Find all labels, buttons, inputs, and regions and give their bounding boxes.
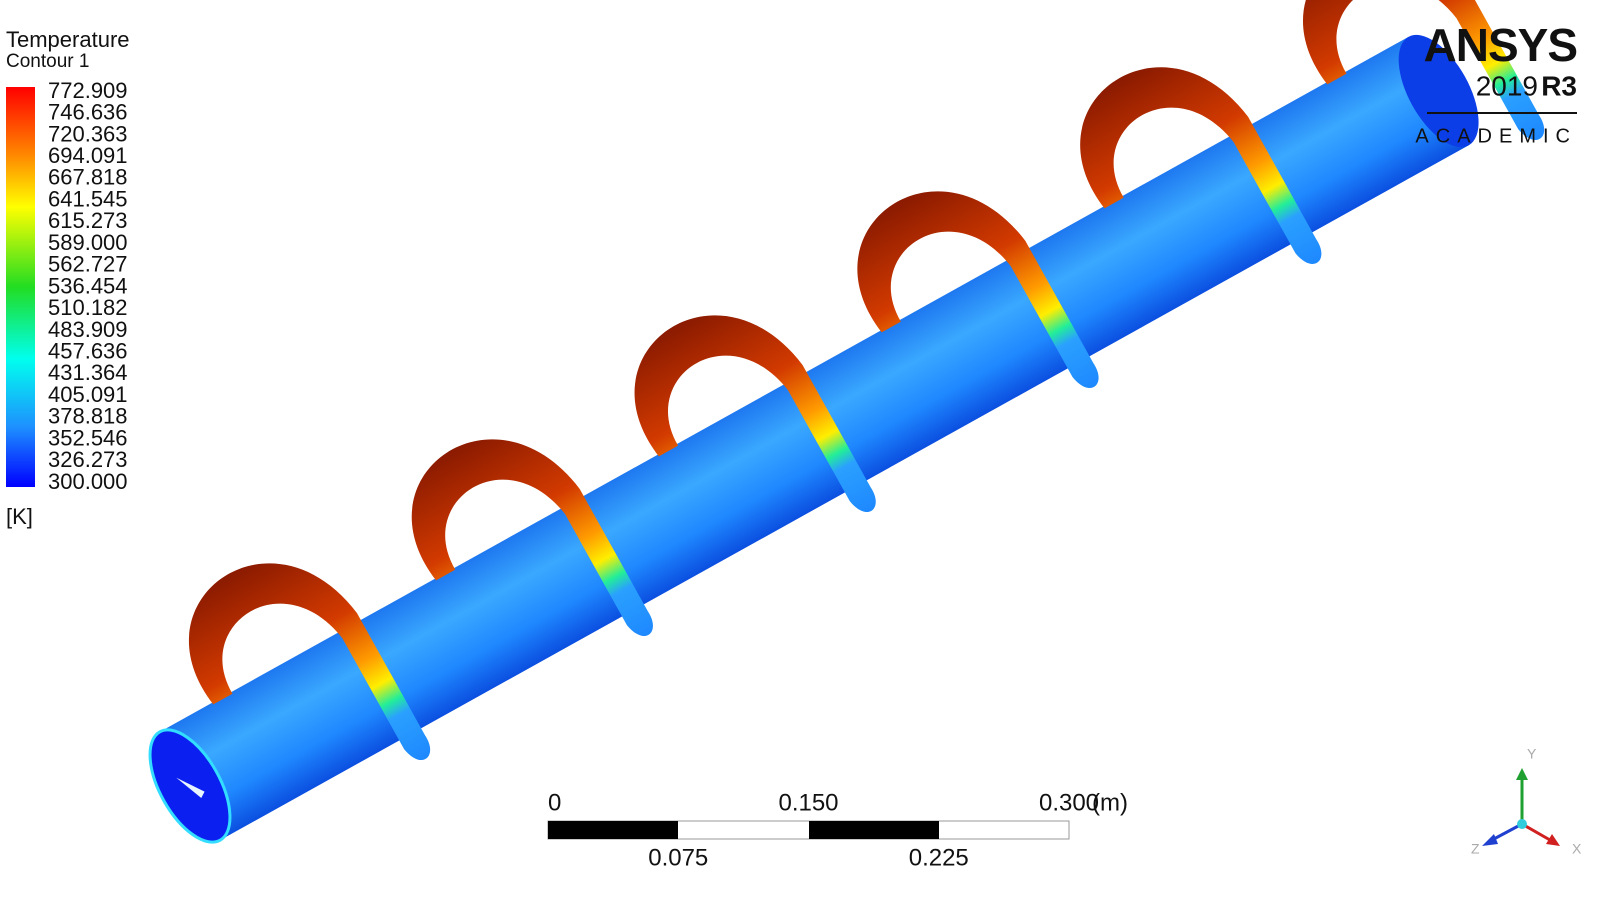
triad-y-head [1516, 768, 1528, 780]
flight [411, 439, 653, 637]
triad-z-head [1482, 834, 1498, 846]
scale-label: 0 [548, 789, 561, 816]
triad-x-head [1546, 834, 1560, 846]
legend-label: 641.545 [48, 186, 128, 211]
legend-label: 378.818 [48, 404, 128, 429]
scale-label: 0.225 [909, 844, 969, 871]
legend-title: Temperature [6, 27, 130, 52]
flight [189, 563, 431, 761]
flight [1303, 0, 1545, 140]
flights [189, 0, 1545, 761]
scale-bar-segment [809, 821, 939, 839]
flight [857, 191, 1099, 388]
flight [1080, 67, 1322, 264]
legend-label: 562.727 [48, 252, 128, 277]
logo-version: 2019 [1476, 70, 1538, 101]
flight [634, 315, 876, 513]
logo-brand: ANSYS [1424, 19, 1577, 71]
legend-label: 746.636 [48, 100, 128, 125]
legend-subtitle: Contour 1 [6, 51, 89, 72]
axis-triad: Y Z X [1471, 746, 1582, 857]
triad-label: Y [1527, 746, 1537, 762]
logo-release: R3 [1541, 70, 1577, 101]
triad-label: X [1572, 841, 1582, 857]
legend-label: 536.454 [48, 273, 128, 298]
scale-labels: 0 0.150 0.300 0.075 0.225 [548, 789, 1099, 871]
legend-label: 457.636 [48, 338, 128, 363]
triad-x [1521, 822, 1551, 842]
logo-edition: ACADEMIC [1415, 125, 1577, 147]
scale-bar [547, 820, 1070, 840]
legend-label: 720.363 [48, 121, 128, 146]
shaft-end [1398, 34, 1479, 148]
legend-labels: 772.909746.636720.363694.091667.818641.5… [48, 78, 128, 494]
shaft [159, 36, 1469, 841]
legend-label: 694.091 [48, 143, 128, 168]
legend-label: 326.273 [48, 447, 128, 472]
scale-label: 0.150 [778, 789, 838, 816]
legend-unit: [K] [6, 504, 33, 529]
legend-label: 300.000 [48, 469, 128, 494]
legend-label: 483.909 [48, 317, 128, 342]
triad-origin [1517, 819, 1527, 829]
color-bar [6, 87, 35, 487]
scale-label: 0.075 [648, 844, 708, 871]
legend-label: 615.273 [48, 208, 128, 233]
triad-label: Z [1471, 841, 1480, 857]
legend-label: 352.546 [48, 425, 128, 450]
scale-label: 0.300 [1039, 789, 1099, 816]
legend-label: 405.091 [48, 382, 128, 407]
legend-label: 510.182 [48, 295, 128, 320]
shaft-hole [176, 777, 205, 799]
scale-bar-segment [548, 821, 678, 839]
legend-label: 431.364 [48, 360, 128, 385]
legend-label: 667.818 [48, 165, 128, 190]
triad-z [1491, 822, 1523, 842]
legend-label: 589.000 [48, 230, 128, 255]
screw-model [148, 0, 1545, 844]
legend-label: 772.909 [48, 78, 128, 103]
scale-unit: (m) [1092, 789, 1128, 816]
